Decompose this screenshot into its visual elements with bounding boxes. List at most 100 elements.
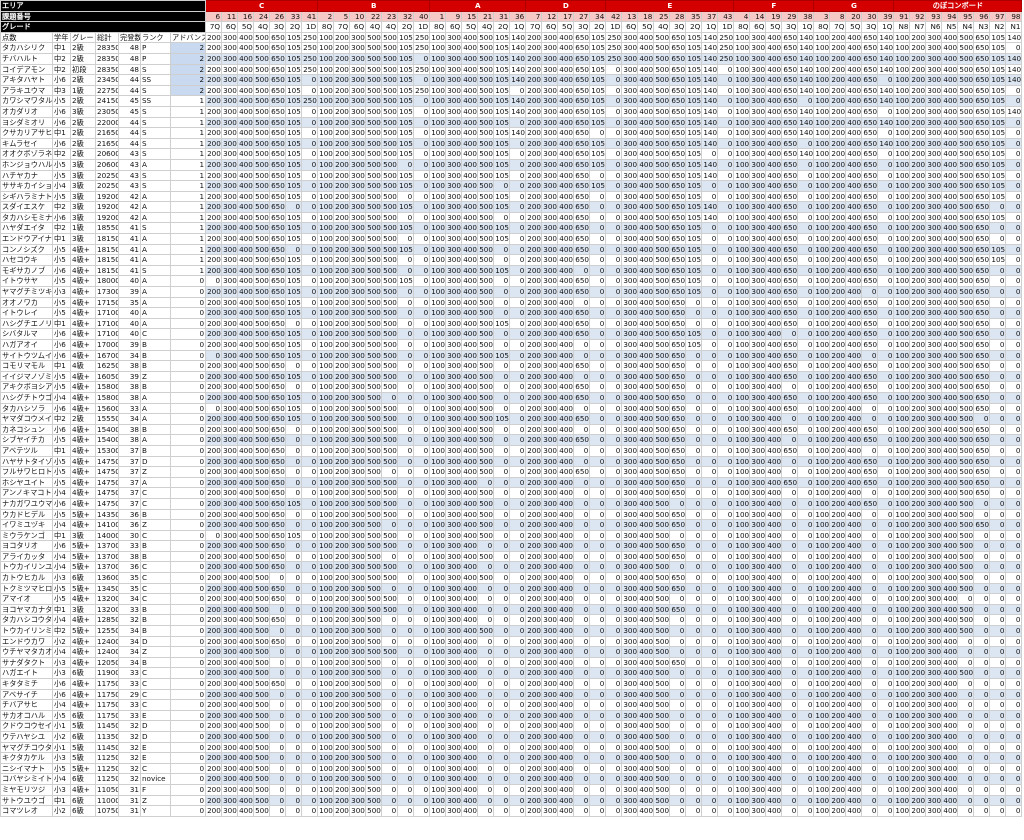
score-cell: 300 — [925, 190, 943, 203]
score-cell: 2500 — [301, 42, 319, 54]
score-cell: 400 — [941, 762, 959, 775]
score-cell: 300 — [749, 688, 767, 701]
score-cell: 0 — [573, 656, 591, 669]
score-cell: 100 — [813, 254, 831, 266]
score-cell: 650 — [669, 222, 687, 235]
score-cell: 200 — [909, 773, 927, 785]
school-year: 小5 — [52, 381, 71, 393]
score-cell: 650 — [973, 201, 991, 213]
total-score: 11750 — [95, 709, 119, 722]
score-cell: 650 — [973, 360, 991, 372]
score-cell: 400 — [461, 646, 479, 658]
score-cell: 400 — [461, 497, 479, 510]
score-cell: 300 — [445, 614, 463, 627]
score-cell: 400 — [941, 434, 959, 446]
score-cell: 0 — [573, 296, 591, 309]
climber-name: サイトウツムイ — [0, 349, 53, 362]
score-cell: 300 — [349, 635, 367, 648]
score-cell: 200 — [829, 391, 847, 404]
score-cell: 400 — [237, 52, 255, 65]
score-cell: 300 — [749, 423, 767, 436]
rank: A — [140, 254, 171, 266]
score-cell: 0 — [509, 317, 527, 330]
score-cell: 200 — [909, 370, 927, 383]
score-cell: 0 — [397, 233, 415, 245]
score-cell: 100 — [893, 444, 911, 457]
advance: 0 — [169, 317, 207, 330]
score-cell: 200 — [525, 201, 543, 213]
score-cell: 300 — [349, 74, 367, 86]
score-cell: 300 — [925, 466, 943, 478]
score-cell: 400 — [237, 783, 255, 796]
score-cell: 500 — [381, 381, 399, 393]
score-cell: 300 — [621, 84, 639, 97]
score-cell: 500 — [253, 423, 271, 436]
score-cell: 0 — [397, 805, 415, 817]
score-cell: 0 — [1005, 127, 1023, 139]
score-cell: 300 — [445, 84, 463, 97]
score-cell: 650 — [781, 116, 799, 129]
score-cell: 0 — [509, 614, 527, 627]
score-cell: 0 — [989, 413, 1007, 425]
score-cell: 0 — [781, 466, 799, 478]
score-cell: 300 — [445, 105, 463, 118]
score-cell: 300 — [445, 317, 463, 330]
score-cell: 100 — [317, 635, 335, 648]
score-cell: 200 — [333, 699, 351, 711]
problem-grade: 4Q — [381, 21, 399, 33]
score-cell: 500 — [477, 201, 495, 213]
score-cell: 0 — [1005, 635, 1023, 648]
score-cell: 300 — [541, 264, 559, 277]
score-cell: 300 — [749, 402, 767, 415]
score-cell: 100 — [317, 476, 335, 489]
completed-count: 32 — [118, 762, 141, 775]
score-cell: 400 — [845, 762, 863, 775]
score-cell: 1050 — [285, 63, 303, 76]
score-cell: 0 — [861, 741, 879, 754]
score-cell: 0 — [573, 550, 591, 563]
score-cell: 500 — [253, 434, 271, 446]
score-cell: 1050 — [989, 254, 1007, 266]
score-cell: 200 — [333, 63, 351, 76]
score-cell: 300 — [749, 614, 767, 627]
score-cell: 200 — [829, 317, 847, 330]
score-cell: 0 — [701, 582, 719, 595]
advance: 0 — [169, 455, 207, 468]
total-score: 18150 — [95, 233, 119, 245]
score-cell: 500 — [653, 783, 671, 796]
score-cell: 0 — [301, 254, 319, 266]
score-cell: 400 — [461, 74, 479, 86]
score-cell: 0 — [285, 561, 303, 574]
climber-name: シバタルマ — [0, 328, 53, 340]
score-cell: 300 — [445, 444, 463, 457]
score-cell: 500 — [653, 264, 671, 277]
score-cell: 100 — [733, 466, 751, 478]
score-cell: 100 — [893, 688, 911, 701]
score-cell: 500 — [957, 497, 975, 510]
score-cell: 0 — [301, 116, 319, 129]
score-cell: 500 — [653, 561, 671, 574]
score-cell: 400 — [845, 582, 863, 595]
score-cell: 400 — [845, 699, 863, 711]
score-cell: 500 — [365, 730, 383, 743]
score-cell: 0 — [589, 233, 607, 245]
score-cell: 200 — [205, 381, 223, 393]
score-cell: 0 — [877, 286, 895, 298]
completed-count: 35 — [118, 296, 141, 309]
score-cell: 400 — [237, 635, 255, 648]
problem-number: 96 — [973, 10, 991, 23]
score-cell: 1050 — [397, 201, 415, 213]
score-cell: 0 — [877, 339, 895, 351]
climber-row: モギサカノブ小64級+1815041S120030040050065010500… — [0, 264, 1023, 277]
climber-grade: 4級+ — [70, 254, 96, 266]
score-cell: 0 — [509, 286, 527, 298]
score-cell: 1400 — [797, 127, 815, 139]
score-cell: 0 — [957, 635, 975, 648]
score-cell: 400 — [765, 391, 783, 404]
score-cell: 200 — [205, 646, 223, 658]
school-year: 小6 — [52, 339, 71, 351]
score-cell: 100 — [813, 275, 831, 288]
score-cell: 500 — [477, 339, 495, 351]
score-cell: 0 — [1005, 339, 1023, 351]
score-cell: 100 — [317, 254, 335, 266]
